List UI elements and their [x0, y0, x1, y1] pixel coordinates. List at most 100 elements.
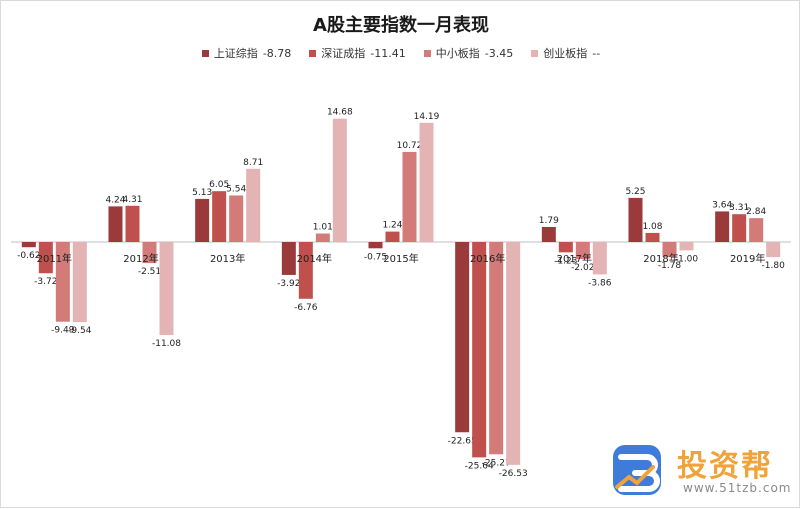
legend-item-chinext: 创业板指 --	[531, 45, 600, 61]
legend-value-sme: -3.45	[484, 46, 514, 60]
bar-3-1	[298, 242, 313, 299]
bar-4-2	[402, 151, 417, 242]
bar-5-0	[455, 242, 470, 433]
bar-0-1	[38, 242, 53, 274]
bar-7-1	[645, 232, 660, 242]
bar-8-1	[732, 214, 747, 242]
bar-4-0	[368, 242, 383, 249]
data-label-8-2: 2.84	[746, 207, 766, 217]
watermark-logo-icon	[613, 445, 661, 495]
category-label-4: 2015年	[383, 252, 418, 265]
bar-3-2	[315, 233, 330, 242]
category-label-3: 2014年	[297, 252, 332, 265]
legend-label-sme: 中小板指	[435, 47, 480, 60]
data-label-2-2: 5.54	[226, 184, 246, 194]
data-label-5-2: -25.27	[482, 458, 511, 468]
data-label-3-0: -3.92	[277, 279, 300, 289]
data-label-4-0: -0.75	[364, 252, 387, 262]
data-label-1-1: 4.31	[122, 195, 142, 205]
bar-7-3	[679, 242, 694, 251]
bar-6-3	[592, 242, 607, 275]
bar-0-2	[55, 242, 70, 322]
bar-6-1	[558, 242, 573, 253]
data-label-3-3: 14.68	[327, 108, 353, 118]
bar-1-2	[142, 242, 157, 264]
legend-swatch-sse	[201, 49, 209, 57]
bar-8-3	[766, 242, 781, 258]
bar-7-2	[662, 242, 677, 257]
data-label-7-3: -1.00	[675, 254, 699, 264]
legend-item-sse: 上证综指 -8.78	[201, 45, 292, 61]
bar-4-3	[419, 122, 434, 242]
chart-title: A股主要指数一月表现	[313, 15, 489, 36]
data-label-2-3: 8.71	[243, 158, 263, 168]
bar-2-0	[195, 198, 210, 242]
bar-8-0	[715, 211, 730, 242]
category-label-1: 2012年	[123, 252, 158, 265]
data-label-1-2: -2.51	[138, 267, 161, 277]
data-label-2-1: 6.05	[209, 180, 229, 190]
legend-item-sme: 中小板指 -3.45	[423, 45, 514, 61]
legend-swatch-sme	[423, 49, 431, 57]
data-label-6-2: -2.02	[571, 263, 594, 273]
data-label-0-2: -9.49	[51, 326, 75, 336]
bar-6-2	[575, 242, 590, 259]
bar-1-0	[108, 206, 123, 242]
legend-item-szse: 深证成指 -11.41	[309, 45, 406, 61]
data-label-8-3: -1.80	[762, 261, 786, 271]
data-label-2-0: 5.13	[192, 188, 212, 198]
data-label-1-0: 4.24	[105, 195, 125, 205]
category-label-5: 2016年	[470, 252, 505, 265]
bar-3-0	[281, 242, 296, 275]
legend-swatch-szse	[309, 49, 317, 57]
data-label-4-3: 14.19	[414, 112, 440, 122]
watermark: 投资帮 www.51tzb.com	[607, 441, 797, 501]
data-label-0-1: -3.72	[34, 277, 57, 287]
bar-5-2	[489, 242, 504, 455]
data-label-0-0: -0.62	[17, 251, 40, 261]
bar-0-3	[72, 242, 87, 323]
bar-7-0	[628, 197, 643, 242]
data-label-6-0: 1.79	[539, 216, 559, 226]
data-label-7-2: -1.78	[658, 261, 682, 271]
legend-label-szse: 深证成指	[321, 47, 366, 60]
data-label-5-1: -25.64	[465, 461, 494, 471]
bar-3-3	[332, 118, 347, 242]
bar-2-2	[229, 195, 244, 242]
data-label-3-1: -6.76	[294, 303, 318, 313]
legend-label-chinext: 创业板指	[543, 47, 588, 60]
category-label-8: 2019年	[730, 252, 765, 265]
chart-legend: 上证综指 -8.78 深证成指 -11.41 中小板指 -3.45 创业板指 -…	[1, 45, 800, 61]
data-label-3-2: 1.01	[313, 223, 333, 233]
bar-2-3	[246, 168, 261, 242]
legend-value-sse: -8.78	[262, 46, 292, 60]
bar-0-0	[21, 242, 36, 248]
watermark-url: www.51tzb.com	[683, 481, 792, 495]
bar-8-2	[749, 218, 764, 242]
bar-1-1	[125, 205, 140, 242]
data-label-7-0: 5.25	[625, 187, 645, 197]
category-label-2: 2013年	[210, 252, 245, 265]
data-label-7-1: 1.08	[642, 222, 662, 232]
watermark-brand: 投资帮	[677, 449, 773, 484]
data-label-1-3: -11.08	[152, 339, 181, 349]
bar-4-1	[385, 231, 400, 242]
data-label-8-0: 3.64	[712, 200, 732, 210]
bar-5-1	[472, 242, 487, 458]
bar-5-3	[506, 242, 521, 465]
bar-2-1	[212, 191, 227, 242]
data-label-4-2: 10.72	[397, 141, 423, 151]
legend-swatch-chinext	[531, 49, 539, 57]
legend-value-szse: -11.41	[370, 46, 406, 60]
data-label-8-1: 3.31	[729, 203, 749, 213]
data-label-0-3: -9.54	[68, 326, 92, 336]
data-label-4-1: 1.24	[382, 221, 402, 231]
category-label-6: 2017年	[557, 252, 592, 265]
data-label-6-3: -3.86	[588, 278, 612, 288]
legend-label-sse: 上证综指	[213, 47, 258, 60]
category-label-0: 2011年	[37, 252, 72, 265]
category-label-7: 2018年	[643, 252, 678, 265]
data-label-6-1: -1.23	[554, 256, 577, 266]
